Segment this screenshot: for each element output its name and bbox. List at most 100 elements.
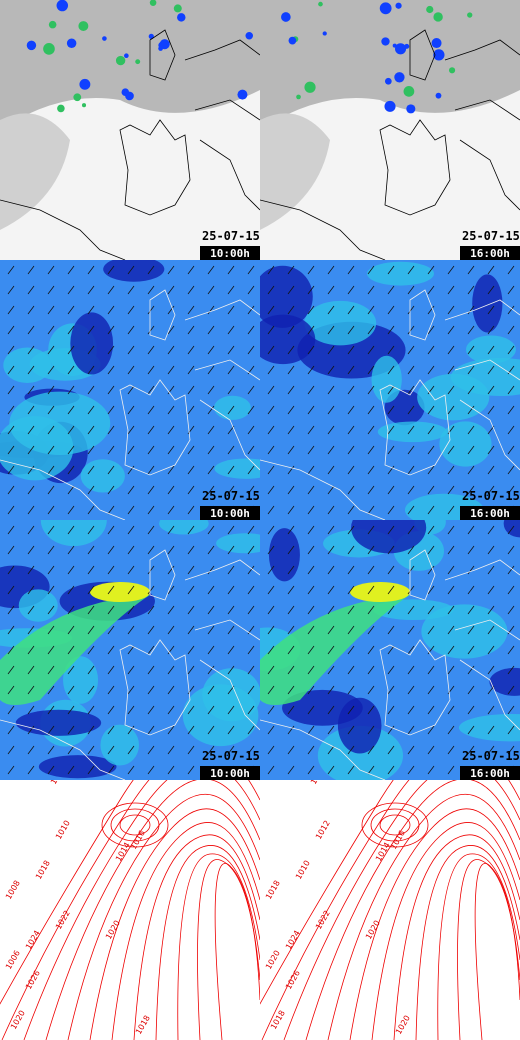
wind-arrow	[107, 645, 115, 655]
wind-arrow	[387, 545, 395, 555]
wind-arrow	[427, 485, 435, 495]
wind-area	[18, 589, 58, 622]
wind-arrow	[407, 505, 415, 515]
wind-arrow	[207, 485, 215, 495]
isobar	[214, 863, 260, 1040]
wind-arrow	[307, 365, 315, 375]
wind-arrow	[427, 425, 435, 435]
coastline	[379, 119, 451, 216]
wind-arrow	[47, 645, 55, 655]
wind-arrow	[247, 465, 255, 475]
wind-arrow	[187, 325, 195, 335]
wind-arrow	[487, 305, 495, 315]
wind-arrow	[447, 305, 455, 315]
wind-arrow	[207, 685, 215, 695]
wind-arrow	[307, 645, 315, 655]
wind-arrow	[227, 325, 235, 335]
wind-arrow	[507, 425, 515, 435]
wind-arrow	[387, 645, 395, 655]
wind-arrow	[287, 325, 295, 335]
wind-arrow	[87, 505, 95, 515]
time-label: 16:00h	[470, 767, 510, 780]
wind-arrow	[87, 305, 95, 315]
wind-arrow	[327, 445, 335, 455]
coastline	[409, 29, 436, 81]
wind-arrow	[327, 745, 335, 755]
wind-arrow	[67, 385, 75, 395]
wind-arrow	[447, 565, 455, 575]
wind-arrow	[107, 345, 115, 355]
coastline	[194, 99, 260, 121]
wind-arrow	[267, 365, 275, 375]
wind-arrow	[347, 385, 355, 395]
wind-arrow	[327, 545, 335, 555]
wind-arrow	[407, 765, 415, 775]
wind-arrow	[327, 665, 335, 675]
wind-arrow	[87, 465, 95, 475]
rain-cell	[237, 89, 248, 100]
wind-arrow	[67, 345, 75, 355]
wind-arrow	[487, 585, 495, 595]
wind-arrow	[7, 265, 15, 275]
wind-arrow	[207, 645, 215, 655]
wind-arrow	[67, 545, 75, 555]
wind-arrow	[387, 705, 395, 715]
wind-arrow	[347, 745, 355, 755]
wind-arrow	[347, 665, 355, 675]
wind-arrow	[267, 685, 275, 695]
wind-arrow	[147, 685, 155, 695]
wind-arrow	[387, 525, 395, 535]
wind-arrow	[507, 385, 515, 395]
map-panel: 25-07-15 16:00h	[260, 0, 520, 260]
wind-arrow	[247, 285, 255, 295]
wind-area	[159, 520, 209, 535]
wind-arrow	[367, 625, 375, 635]
rain-cell	[381, 37, 390, 46]
wind-arrow	[347, 645, 355, 655]
wind-arrow	[27, 425, 35, 435]
time-label: 10:00h	[210, 507, 250, 520]
isobar	[67, 793, 260, 1040]
wind-arrow	[507, 605, 515, 615]
wind-arrow	[487, 405, 495, 415]
wind-arrow	[27, 385, 35, 395]
isobar	[1, 780, 260, 1040]
wind-arrow	[187, 385, 195, 395]
isobar	[23, 780, 260, 1040]
wind-arrow	[487, 665, 495, 675]
wind-arrow	[427, 585, 435, 595]
jet-core	[90, 582, 150, 602]
wind-arrow	[47, 385, 55, 395]
wind-arrow	[387, 465, 395, 475]
wind-arrow	[227, 305, 235, 315]
wind-arrow	[7, 765, 15, 775]
wind-arrow	[387, 605, 395, 615]
wind-arrow	[287, 305, 295, 315]
wind-arrow	[407, 665, 415, 675]
rain-cell	[384, 100, 396, 112]
isobar	[133, 834, 260, 1040]
wind-arrow	[267, 325, 275, 335]
wind-area	[472, 274, 503, 333]
wind-arrow	[247, 325, 255, 335]
wind-arrow	[147, 285, 155, 295]
wind-arrow	[487, 465, 495, 475]
wind-arrow	[327, 285, 335, 295]
wind-arrow	[47, 605, 55, 615]
wind-arrow	[447, 405, 455, 415]
wind-arrow	[467, 485, 475, 495]
wind-arrow	[467, 685, 475, 695]
wind-arrow	[307, 605, 315, 615]
wind-arrow	[407, 305, 415, 315]
wind-arrow	[487, 545, 495, 555]
wind-arrow	[127, 685, 135, 695]
coastline	[119, 119, 191, 216]
wind-arrow	[7, 525, 15, 535]
wind-arrow	[167, 625, 175, 635]
wind-arrow	[407, 585, 415, 595]
coastline	[444, 559, 520, 581]
wind-arrow	[167, 525, 175, 535]
wind-arrow	[487, 725, 495, 735]
wind-arrow	[7, 425, 15, 435]
wind-arrow	[307, 685, 315, 695]
